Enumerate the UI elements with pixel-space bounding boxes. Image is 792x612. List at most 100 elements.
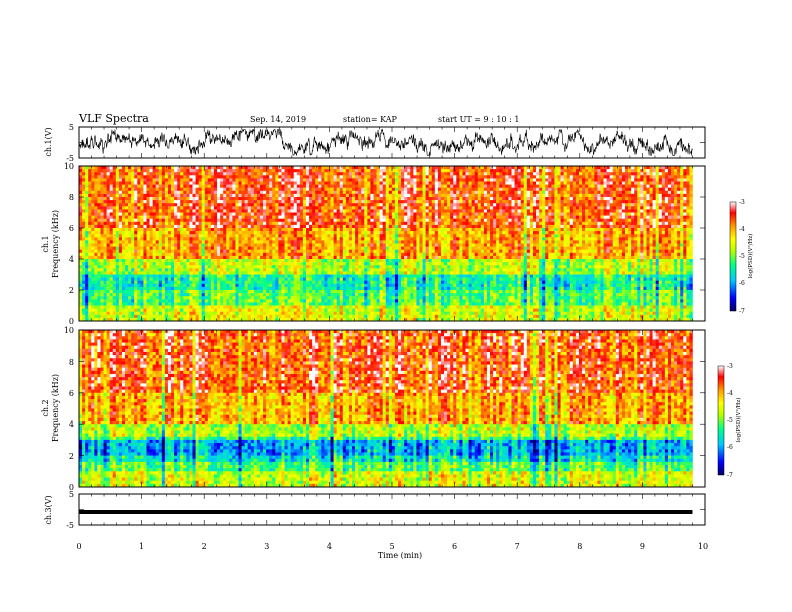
ch1-spectrogram-cell (370, 222, 373, 225)
ch1-spectrogram-cell (321, 191, 324, 194)
ch1-spectrogram-cell (423, 216, 426, 219)
ch1-spectrogram-cell (128, 228, 131, 231)
ch1-spectrogram-cell (288, 166, 291, 169)
ch1-spectrogram-cell (637, 200, 640, 203)
ch1-spectrogram-cell (226, 209, 229, 212)
ch1-spectrogram-cell (429, 197, 432, 200)
ch1-spectrogram-cell (370, 200, 373, 203)
ch1-spectrogram-cell (131, 216, 134, 219)
ch1-spectrogram-cell (226, 234, 229, 237)
ch1-spectrogram-cell (423, 234, 426, 237)
ch1-spectrogram-cell (438, 197, 441, 200)
ch1-spectrogram-cell (370, 188, 373, 191)
ch1-spectrogram-cell (585, 172, 588, 175)
ch1-spectrogram-cell (527, 209, 530, 212)
ch1-spectrogram-cell (266, 231, 269, 234)
ch1-spectrogram-cell (358, 182, 361, 185)
ch1-spectrogram-cell (331, 237, 334, 240)
ch1-spectrogram-cell (217, 182, 220, 185)
ch1-spectrogram-cell (472, 234, 475, 237)
ch1-spectrogram-cell (441, 200, 444, 203)
ch1-spectrogram-cell (453, 194, 456, 197)
ch1-spectrogram-cell (567, 197, 570, 200)
ch1-spectrogram-cell (315, 194, 318, 197)
ch1-spectrogram-cell (404, 209, 407, 212)
ch1-spectrogram-cell (478, 169, 481, 172)
ch1-spectrogram-cell (456, 166, 459, 169)
ch1-spectrogram-cell (441, 203, 444, 206)
ch1-spectrogram-cell (174, 188, 177, 191)
ch1-spectrogram-cell (631, 166, 634, 169)
ch1-spectrogram-cell (591, 172, 594, 175)
ch1-spectrogram-cell (364, 194, 367, 197)
ch1-spectrogram-cell (640, 222, 643, 225)
ch1-spectrogram-cell (653, 203, 656, 206)
ch1-spectrogram-cell (266, 213, 269, 216)
ch1-spectrogram-cell (278, 225, 281, 228)
ch1-spectrogram-cell (110, 209, 113, 212)
ch1-spectrogram-cell (153, 209, 156, 212)
ch1-spectrogram-cell (426, 234, 429, 237)
ch1-spectrogram-cell (481, 194, 484, 197)
ch1-spectrogram-cell (456, 172, 459, 175)
ch1-spectrogram-cell (447, 194, 450, 197)
ch1-spectrogram-cell (349, 209, 352, 212)
ch1-spectrogram-cell (355, 216, 358, 219)
ch1-spectrogram-cell (576, 225, 579, 228)
ch1-spectrogram-cell (650, 178, 653, 181)
ch1-spectrogram-cell (469, 185, 472, 188)
ch1-spectrogram-cell (481, 216, 484, 219)
ch1-spectrogram-cell (392, 185, 395, 188)
ch1-spectrogram-cell (438, 191, 441, 194)
ch1-spectrogram-cell (613, 213, 616, 216)
ch1-spectrogram-cell (564, 213, 567, 216)
ch1-spectrogram-cell (582, 166, 585, 169)
ch1-spectrogram-cell (143, 169, 146, 172)
ch1-spectrogram-cell (324, 219, 327, 222)
ch1-spectrogram-cell (331, 225, 334, 228)
ch1-spectrogram-cell (211, 200, 214, 203)
ch1-spectrogram-cell (297, 197, 300, 200)
ch1-spectrogram-cell (487, 237, 490, 240)
ch1-spectrogram-cell (508, 178, 511, 181)
ch1-spectrogram-cell (478, 228, 481, 231)
ch1-spectrogram-cell (656, 175, 659, 178)
ch1-spectrogram-cell (251, 209, 254, 212)
ch1-spectrogram-cell (637, 203, 640, 206)
ch1-spectrogram-cell (677, 182, 680, 185)
ch1-spectrogram-cell (616, 178, 619, 181)
ch1-spectrogram-cell (472, 169, 475, 172)
ch1-spectrogram-cell (251, 237, 254, 240)
ch1-spectrogram-cell (622, 175, 625, 178)
ch1-spectrogram-cell (143, 206, 146, 209)
ch1-spectrogram-cell (604, 175, 607, 178)
ch1-spectrogram-cell (392, 213, 395, 216)
ch1-spectrogram-cell (260, 188, 263, 191)
ch1-spectrogram-cell (208, 240, 211, 243)
ch1-spectrogram-cell (245, 206, 248, 209)
ch1-spectrogram-cell (622, 200, 625, 203)
ch1-spectrogram-cell (242, 185, 245, 188)
ch1-spectrogram-cell (444, 206, 447, 209)
ch1-spectrogram-cell (318, 182, 321, 185)
ch1-spectrogram-cell (554, 231, 557, 234)
ch1-spectrogram-cell (398, 182, 401, 185)
ch1-spectrogram-cell (318, 234, 321, 237)
ch1-spectrogram-cell (94, 234, 97, 237)
ch1-spectrogram-cell (616, 231, 619, 234)
ch1-spectrogram-cell (459, 178, 462, 181)
ch1-spectrogram-cell (505, 237, 508, 240)
ch1-spectrogram-cell (223, 175, 226, 178)
ch1-spectrogram-cell (288, 237, 291, 240)
ch1-spectrogram-cell (285, 188, 288, 191)
ch1-spectrogram-cell (502, 219, 505, 222)
ch1-spectrogram-cell (567, 228, 570, 231)
ch1-spectrogram-cell (656, 219, 659, 222)
ch1-spectrogram-cell (585, 197, 588, 200)
ch1-spectrogram-cell (85, 191, 88, 194)
ch1-spectrogram-cell (646, 225, 649, 228)
ch1-spectrogram-cell (582, 197, 585, 200)
ch1-spectrogram-cell (646, 200, 649, 203)
ch1-spectrogram-cell (331, 209, 334, 212)
ch1-spectrogram-cell (300, 209, 303, 212)
